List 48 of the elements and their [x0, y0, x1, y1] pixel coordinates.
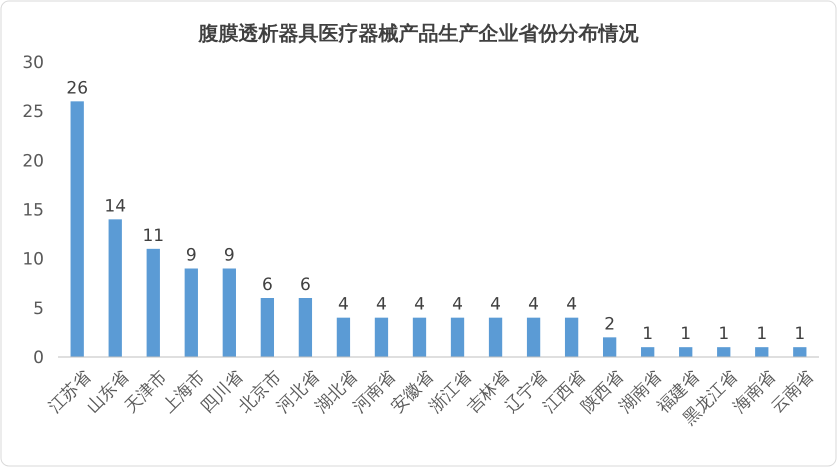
y-tick-label: 30 — [22, 52, 44, 73]
y-tick-label: 10 — [22, 250, 44, 270]
bar — [564, 318, 578, 357]
bar — [793, 347, 806, 357]
bar — [298, 298, 312, 357]
bar — [488, 318, 502, 357]
data-label: 4 — [414, 294, 425, 315]
bar — [450, 318, 464, 357]
bar — [108, 219, 122, 357]
data-label: 9 — [186, 246, 197, 266]
bar — [412, 318, 426, 357]
data-label: 6 — [262, 275, 273, 295]
y-tick-label: 25 — [22, 102, 44, 122]
bar — [260, 298, 274, 357]
bar — [336, 318, 350, 357]
data-label: 4 — [376, 294, 387, 315]
bar — [602, 337, 616, 357]
bar — [755, 347, 768, 357]
data-label: 2 — [604, 314, 616, 334]
data-label: 4 — [338, 294, 349, 315]
bar — [526, 318, 540, 357]
data-label: 6 — [300, 275, 311, 295]
data-label: 4 — [566, 294, 578, 315]
data-label: 1 — [642, 324, 654, 344]
bar — [70, 101, 84, 357]
data-label: 14 — [104, 196, 126, 216]
chart-title: 腹膜透析器具医疗器械产品生产企业省份分布情况 — [198, 21, 640, 45]
bar — [146, 248, 160, 357]
data-label: 26 — [66, 78, 88, 98]
bar — [184, 268, 198, 357]
bar — [641, 347, 654, 357]
data-label: 4 — [490, 294, 501, 315]
data-label: 1 — [680, 324, 692, 344]
data-label: 9 — [224, 246, 235, 266]
y-tick-label: 0 — [33, 348, 44, 368]
bar — [679, 347, 692, 357]
y-tick-label: 20 — [22, 151, 44, 172]
data-label: 1 — [718, 324, 730, 344]
data-label: 1 — [756, 324, 768, 344]
data-label: 11 — [142, 226, 164, 246]
bar — [717, 347, 730, 357]
data-label: 4 — [452, 294, 463, 315]
y-tick-label: 15 — [22, 200, 44, 220]
bar — [222, 268, 236, 357]
bar — [374, 318, 388, 357]
data-label: 1 — [794, 324, 806, 344]
y-tick-label: 5 — [33, 298, 44, 319]
data-label: 4 — [528, 294, 539, 315]
